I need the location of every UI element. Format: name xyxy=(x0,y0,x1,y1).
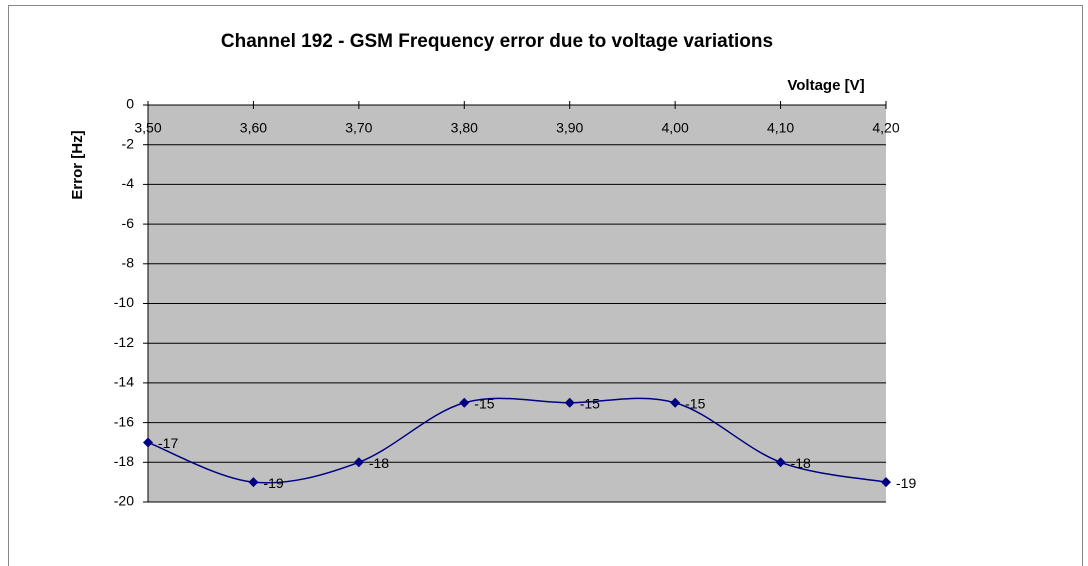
data-label: -18 xyxy=(369,455,389,471)
y-tick-label: -6 xyxy=(122,215,135,231)
y-tick-label: 0 xyxy=(126,96,134,112)
x-axis-title: Voltage [V] xyxy=(787,77,864,94)
x-tick-label: 3,90 xyxy=(556,120,583,136)
x-tick-label: 4,20 xyxy=(872,120,899,136)
data-label: -15 xyxy=(580,395,600,411)
x-tick-label: 4,10 xyxy=(767,120,794,136)
data-label: -19 xyxy=(263,475,283,491)
y-tick-label: -10 xyxy=(114,294,134,310)
series-line xyxy=(147,397,887,484)
point-marker xyxy=(670,397,681,408)
data-label: -15 xyxy=(474,395,494,411)
point-marker xyxy=(775,457,786,468)
point-marker xyxy=(564,397,575,408)
y-tick-label: -16 xyxy=(114,413,134,429)
y-tick-label: -12 xyxy=(114,334,134,350)
y-tick-label: -8 xyxy=(122,255,135,271)
data-label: -15 xyxy=(685,395,705,411)
x-tick-label: 3,60 xyxy=(240,120,267,136)
point-marker xyxy=(459,397,470,408)
point-marker xyxy=(353,457,364,468)
point-marker xyxy=(143,437,153,448)
data-label: -17 xyxy=(158,435,178,451)
y-tick-label: -14 xyxy=(114,374,134,390)
y-tick-label: -2 xyxy=(122,135,135,151)
point-marker xyxy=(248,477,259,488)
y-tick-label: -4 xyxy=(122,175,135,191)
x-tick-label: 3,80 xyxy=(451,120,478,136)
y-tick-label: -20 xyxy=(114,493,134,509)
x-tick-label: 3,50 xyxy=(134,120,161,136)
chart-title: Channel 192 - GSM Frequency error due to… xyxy=(221,31,773,52)
x-tick-label: 3,70 xyxy=(345,120,372,136)
x-tick-label: 4,00 xyxy=(662,120,689,136)
point-marker xyxy=(881,477,891,488)
data-label: -19 xyxy=(896,475,916,491)
y-axis-title: Error [Hz] xyxy=(69,130,86,199)
y-tick-label: -18 xyxy=(114,453,134,469)
data-label: -18 xyxy=(791,455,811,471)
